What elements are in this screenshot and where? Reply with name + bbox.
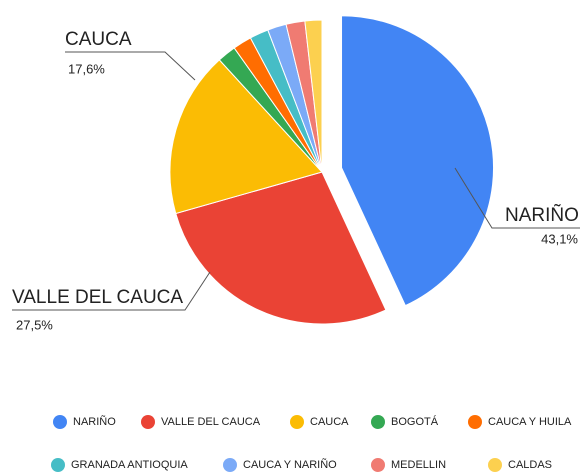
legend-label: BOGOTÁ — [391, 415, 439, 428]
legend-label: NARIÑO — [73, 415, 116, 428]
slice-value-label: 27,5% — [16, 317, 53, 332]
callout-line — [65, 51, 196, 81]
legend-marker — [371, 458, 385, 472]
legend-marker — [468, 415, 482, 429]
legend-marker — [488, 458, 502, 472]
callout-line — [454, 167, 580, 229]
pie-slice — [304, 19, 323, 173]
legend-marker — [290, 415, 304, 429]
legend-label: CAUCA Y NARIÑO — [243, 458, 337, 471]
legend-marker — [53, 415, 67, 429]
legend-label: CAUCA Y HUILA — [488, 416, 572, 428]
legend-label: GRANADA ANTIOQUIA — [71, 459, 188, 471]
slice-value-label: 17,6% — [68, 61, 105, 76]
legend-marker — [51, 458, 65, 472]
pie-slice — [169, 59, 323, 215]
legend-label: MEDELLIN — [391, 459, 446, 471]
legend-label: CAUCA — [310, 416, 349, 428]
callout-line — [12, 271, 211, 311]
slice-value-label: 43,1% — [541, 231, 578, 246]
slice-label: CAUCA — [65, 29, 132, 50]
legend-label: VALLE DEL CAUCA — [161, 416, 261, 428]
legend-marker — [141, 415, 155, 429]
legend-marker — [371, 415, 385, 429]
legend-label: CALDAS — [508, 459, 552, 471]
slice-label: VALLE DEL CAUCA — [12, 287, 183, 308]
pie-slice — [175, 171, 387, 325]
legend-marker — [223, 458, 237, 472]
slice-label: NARIÑO — [505, 204, 579, 226]
pie-slice — [341, 15, 495, 307]
